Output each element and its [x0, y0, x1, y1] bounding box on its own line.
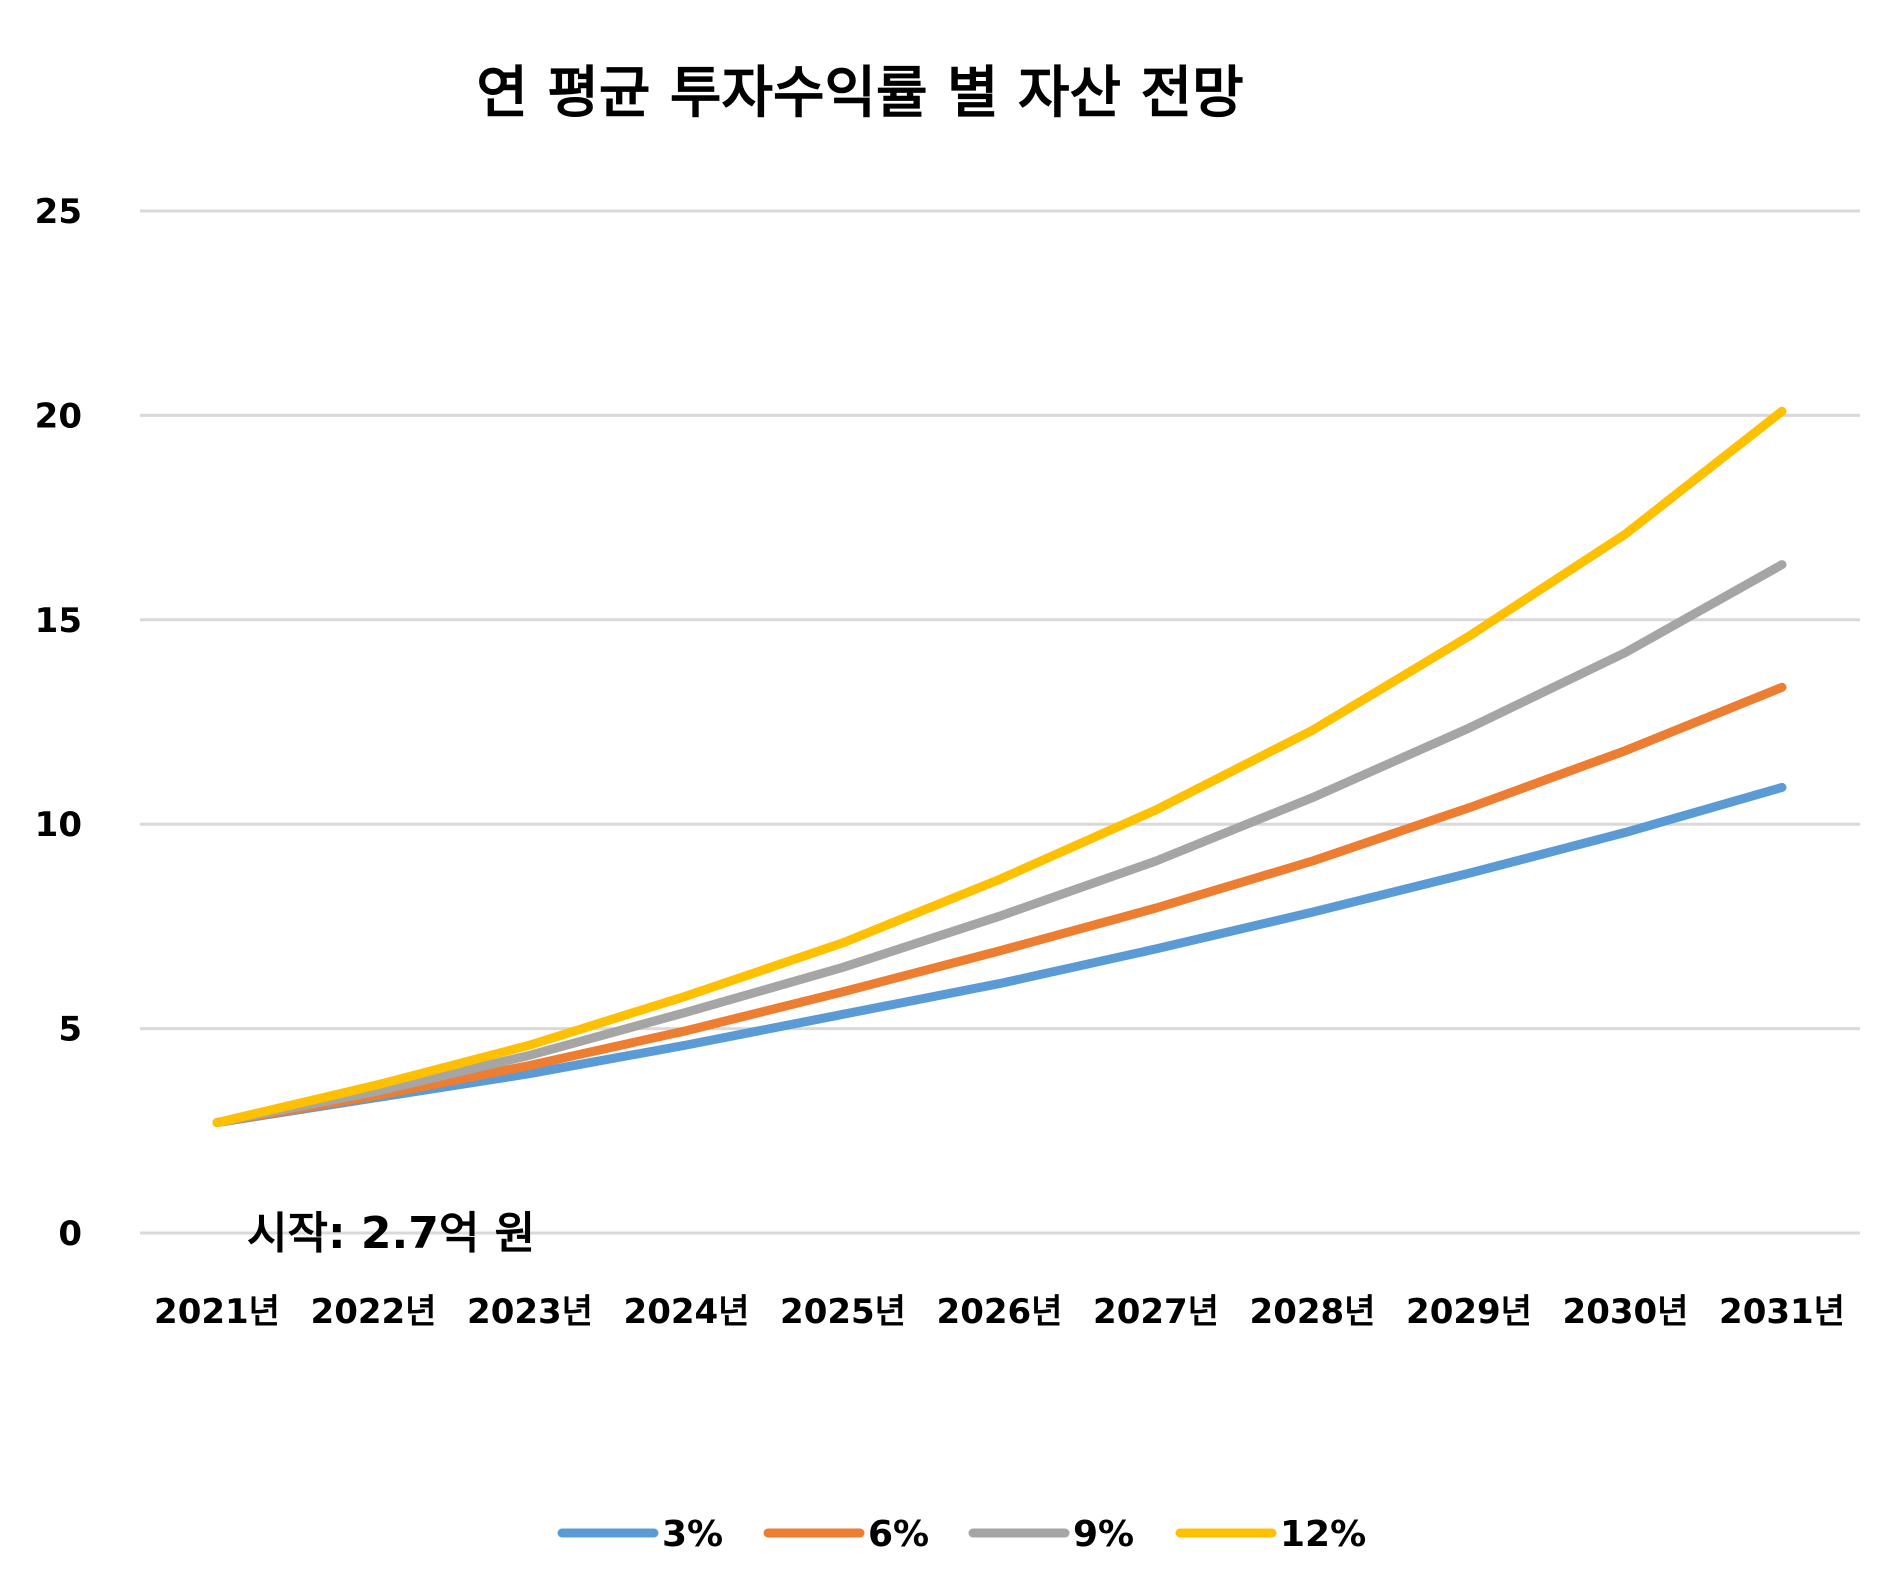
- legend-label: 12%: [1280, 1514, 1366, 1555]
- y-tick-label: 5: [58, 1010, 82, 1050]
- chart-title: 연 평균 투자수익률 별 자산 전망: [476, 61, 1243, 126]
- x-tick-label: 2030년: [1563, 1292, 1689, 1332]
- series-line-6%: [212, 682, 1787, 1128]
- legend-item-9%: 9%: [968, 1514, 1134, 1555]
- legend-item-6%: 6%: [763, 1514, 929, 1555]
- x-tick-label: 2023년: [467, 1292, 593, 1332]
- x-tick-label: 2025년: [780, 1292, 906, 1332]
- x-tick-label: 2031년: [1719, 1292, 1845, 1332]
- legend-item-12%: 12%: [1175, 1514, 1366, 1555]
- x-tick-label: 2028년: [1250, 1292, 1376, 1332]
- x-tick-label: 2026년: [937, 1292, 1063, 1332]
- x-tick-label: 2024년: [624, 1292, 750, 1332]
- x-tick-label: 2027년: [1093, 1292, 1219, 1332]
- y-tick-label: 25: [35, 192, 82, 232]
- x-tick-label: 2022년: [311, 1292, 437, 1332]
- legend-label: 6%: [868, 1514, 929, 1555]
- grid-layer: [140, 209, 1860, 1235]
- series-line-12%: [212, 406, 1787, 1128]
- start-annotation: 시작: 2.7억 원: [247, 1208, 535, 1259]
- y-axis-ticks: 0 5 10 15 20 25: [35, 192, 82, 1254]
- series-12%: [212, 406, 1787, 1128]
- y-tick-label: 15: [35, 601, 82, 641]
- series-9%: [212, 560, 1787, 1128]
- x-tick-label: 2021년: [154, 1292, 280, 1332]
- y-tick-label: 10: [35, 805, 82, 845]
- legend-label: 9%: [1073, 1514, 1134, 1555]
- y-tick-label: 0: [58, 1214, 82, 1254]
- series-3%: [212, 782, 1787, 1128]
- legend-label: 3%: [662, 1514, 723, 1555]
- legend: 3% 6% 9% 12%: [557, 1514, 1366, 1555]
- x-axis-ticks: 2021년 2022년 2023년 2024년 2025년 2026년 2027년 2028년…: [154, 1292, 1845, 1332]
- legend-item-3%: 3%: [557, 1514, 723, 1555]
- y-tick-label: 20: [35, 396, 82, 436]
- series-6%: [212, 682, 1787, 1128]
- series-layer: [212, 406, 1787, 1128]
- x-tick-label: 2029년: [1406, 1292, 1532, 1332]
- series-line-3%: [212, 782, 1787, 1128]
- series-line-9%: [212, 560, 1787, 1128]
